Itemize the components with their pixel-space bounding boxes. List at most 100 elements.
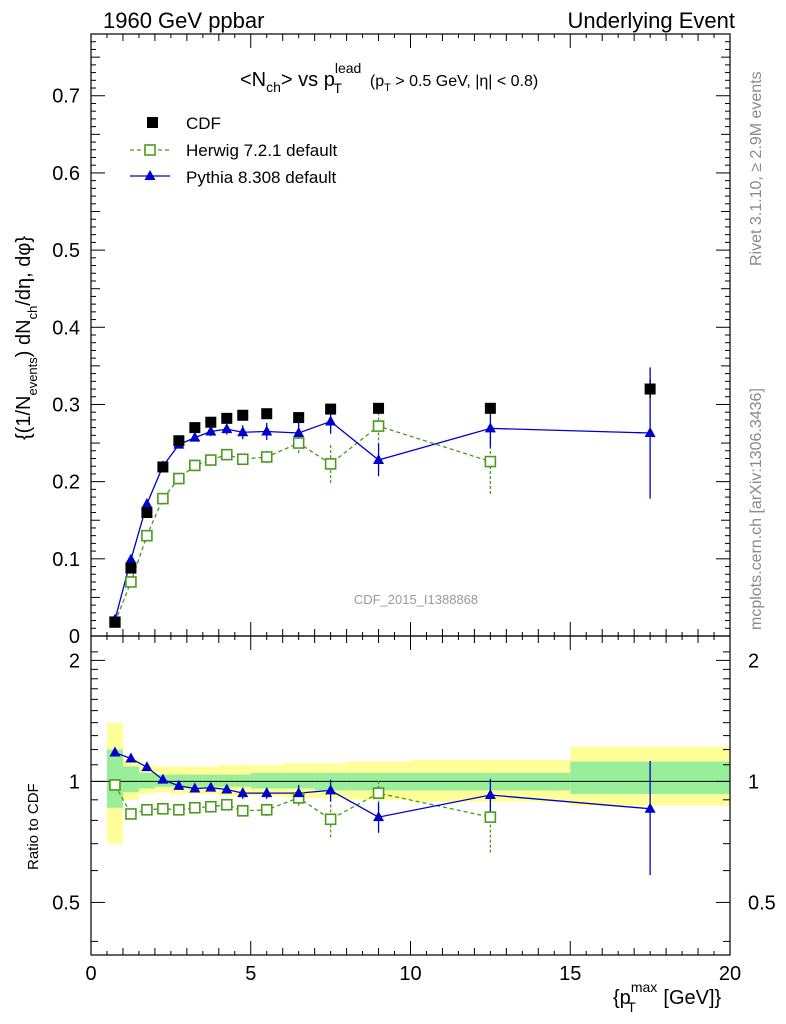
xlabel-a: {p (613, 987, 631, 1009)
ratio-stat-band (106, 749, 123, 808)
svg-text:{(1/Nevents) dNch/dη, dφ}: {(1/Nevents) dNch/dη, dφ} (13, 236, 40, 440)
cdf-point (157, 461, 169, 473)
cdf-point (237, 409, 249, 421)
ratio-herwig-point (324, 813, 337, 826)
header-left: 1960 GeV ppbar (103, 8, 264, 33)
ratio-stat-band (186, 774, 203, 787)
ratio-herwig-point (372, 787, 385, 799)
legend-marker-herwig (144, 144, 156, 156)
legend-label-herwig: Herwig 7.2.1 default (186, 141, 337, 160)
ratio-herwig-point (109, 779, 121, 791)
pythia-point (261, 425, 273, 436)
ratio-pythia-point (125, 752, 137, 763)
title-cut: (p (370, 73, 384, 90)
ratio-stat-band (234, 774, 251, 787)
x-tick-label: 15 (559, 963, 581, 985)
ratio-herwig-point (189, 801, 201, 814)
title-sub1: ch (266, 79, 281, 95)
cdf-point (221, 412, 233, 424)
ratio-pythia-point (644, 802, 656, 813)
plot-area: 0 5 10 15 20 0 0.1 0.2 0.3 0.4 0.5 0.6 0.7 0.5 0.5 1 1 2 2 (52, 33, 776, 985)
ratio-stat-band (218, 774, 235, 787)
plot-title: <Nch> vs plead T (pT > 0.5 GeV, |η| < 0.8) (240, 60, 538, 96)
cdf-point (173, 435, 185, 447)
ratio-pythia-point (484, 789, 496, 800)
y-tick-label: 0.4 (52, 317, 80, 339)
ratio-herwig-point (260, 803, 273, 816)
pythia-point (644, 427, 656, 438)
herwig-point (236, 453, 249, 466)
ratio-pythia-point (261, 787, 273, 798)
pythia-line (114, 420, 651, 620)
herwig-point (205, 454, 217, 466)
herwig-point (292, 437, 305, 449)
herwig-point (125, 576, 137, 588)
cdf-point (141, 507, 153, 519)
herwig-point (372, 420, 385, 432)
ratio-stat-band (202, 774, 219, 787)
mcplots-label: mcplots.cern.ch [arXiv:1306.3436] (748, 388, 765, 630)
herwig-point (157, 492, 169, 505)
x-tick-label: 0 (85, 963, 96, 985)
cdf-point (325, 403, 337, 415)
x-tick-label: 5 (245, 963, 256, 985)
analysis-id-watermark: CDF_2015_I1388868 (354, 592, 478, 607)
herwig-line (114, 425, 491, 623)
pythia-point (237, 426, 249, 437)
y-tick-label: 0 (69, 626, 80, 648)
title-mid: > vs p (281, 69, 335, 91)
x-tick-label: 20 (719, 963, 741, 985)
ratio-stat-band (138, 772, 155, 789)
ratio-herwig-point (157, 802, 169, 815)
y-tick-label: 0.3 (52, 394, 80, 416)
ylabel-a-sub: events (25, 357, 40, 396)
ratio-y-tick-label: 1 (69, 771, 80, 793)
ratio-pythia-point (141, 761, 153, 772)
herwig-point (141, 529, 153, 542)
cdf-point (644, 383, 656, 395)
ratio-herwig-point (205, 800, 217, 813)
ratio-pythia-point (205, 781, 217, 792)
xlabel-a-sup: max (631, 979, 657, 995)
herwig-point (324, 458, 337, 470)
x-axis-title: {pmax T [GeV]} (613, 979, 722, 1015)
ratio-stat-band (250, 772, 283, 789)
ratio-y-tick-label-right: 2 (748, 650, 759, 672)
ratio-pythia-point (293, 787, 305, 798)
herwig-point (260, 451, 273, 463)
pythia-point (205, 425, 217, 436)
ylabel-b-sub: ch (25, 306, 40, 320)
x-tick-label: 10 (399, 963, 421, 985)
cdf-point (205, 416, 217, 428)
ratio-pythia-point (157, 773, 169, 784)
ratio-herwig-point (141, 803, 153, 816)
xlabel-a-sub: T (627, 999, 636, 1015)
ratio-stat-band (282, 772, 315, 789)
title-cut-sub: T (384, 82, 391, 94)
pythia-point (125, 553, 137, 564)
y-axis-title: {(1/Nevents) dNch/dη, dφ} (13, 236, 40, 440)
ratio-y-tick-label-right: 0.5 (748, 892, 776, 914)
ratio-pythia-point (237, 787, 249, 798)
legend-marker-pythia (144, 170, 156, 180)
herwig-point (189, 459, 201, 472)
ratio-pythia-point (221, 783, 233, 794)
herwig-point (220, 448, 233, 461)
cdf-point (109, 616, 121, 628)
title-prefix: <N (240, 69, 266, 91)
cdf-point (484, 402, 496, 414)
rivet-label: Rivet 3.1.10, ≥ 2.9M events (748, 71, 765, 266)
legend: CDF Herwig 7.2.1 default Pythia 8.308 de… (130, 114, 337, 187)
ratio-stat-band (122, 766, 139, 793)
ylabel-a: {(1/N (13, 396, 35, 440)
ratio-y-tick-label: 2 (69, 650, 80, 672)
y-tick-label: 0.5 (52, 240, 80, 262)
cdf-point (293, 412, 305, 424)
ratio-herwig-point (236, 805, 249, 817)
legend-marker-cdf (147, 117, 158, 128)
ratio-y-tick-label-right: 1 (748, 771, 759, 793)
herwig-point (484, 455, 497, 468)
ylabel-b: ) dN (13, 319, 35, 357)
